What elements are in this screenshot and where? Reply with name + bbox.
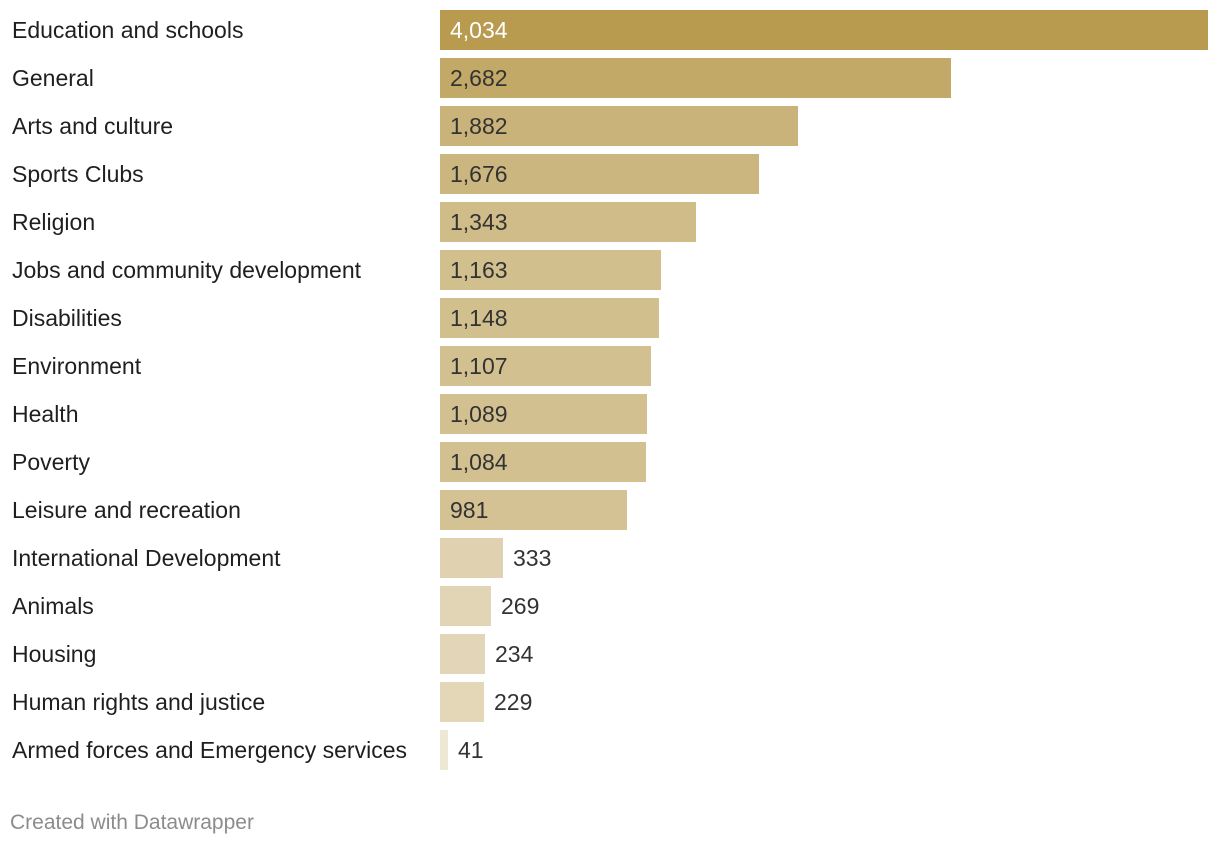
category-label: Health (12, 401, 79, 427)
bar (440, 58, 951, 98)
value-label: 1,089 (450, 401, 508, 427)
category-label: Animals (12, 593, 94, 619)
category-label: Arts and culture (12, 113, 174, 139)
value-label: 981 (450, 497, 489, 523)
category-label: General (12, 65, 94, 91)
category-label: Poverty (12, 449, 90, 475)
bar (440, 298, 659, 338)
bar (440, 730, 448, 770)
bar (440, 586, 491, 626)
bar (440, 202, 696, 242)
value-label: 1,676 (450, 161, 508, 187)
category-label: Education and schools (12, 17, 244, 43)
bar (440, 106, 798, 146)
category-label: Armed forces and Emergency services (12, 737, 407, 763)
category-label: Disabilities (12, 305, 122, 331)
bar (440, 490, 627, 530)
category-label: Religion (12, 209, 96, 235)
value-label: 1,163 (450, 257, 508, 283)
category-label: Leisure and recreation (12, 497, 241, 523)
bar (440, 250, 661, 290)
value-label: 41 (458, 737, 484, 763)
category-label: Human rights and justice (12, 689, 266, 715)
value-label: 4,034 (450, 17, 508, 43)
value-label: 1,882 (450, 113, 508, 139)
bar (440, 154, 759, 194)
credit-footer: Created with Datawrapper (10, 811, 254, 834)
bar (440, 538, 503, 578)
bar (440, 442, 646, 482)
bar (440, 634, 485, 674)
value-label: 269 (501, 593, 540, 619)
category-label: Jobs and community development (12, 257, 362, 283)
bar (440, 346, 651, 386)
bar-chart: Education and schools 4,034 General 2,682 Ar… (12, 10, 1208, 770)
bar (440, 10, 1208, 50)
value-label: 1,148 (450, 305, 508, 331)
category-label: Sports Clubs (12, 161, 144, 187)
value-label: 333 (513, 545, 552, 571)
value-label: 234 (495, 641, 534, 667)
category-label: Housing (12, 641, 97, 667)
value-label: 1,107 (450, 353, 508, 379)
value-label: 229 (494, 689, 533, 715)
category-label: International Development (12, 545, 281, 571)
value-label: 2,682 (450, 65, 508, 91)
value-label: 1,343 (450, 209, 508, 235)
value-label: 1,084 (450, 449, 508, 475)
bar (440, 394, 647, 434)
category-label: Environment (12, 353, 142, 379)
bar (440, 682, 484, 722)
